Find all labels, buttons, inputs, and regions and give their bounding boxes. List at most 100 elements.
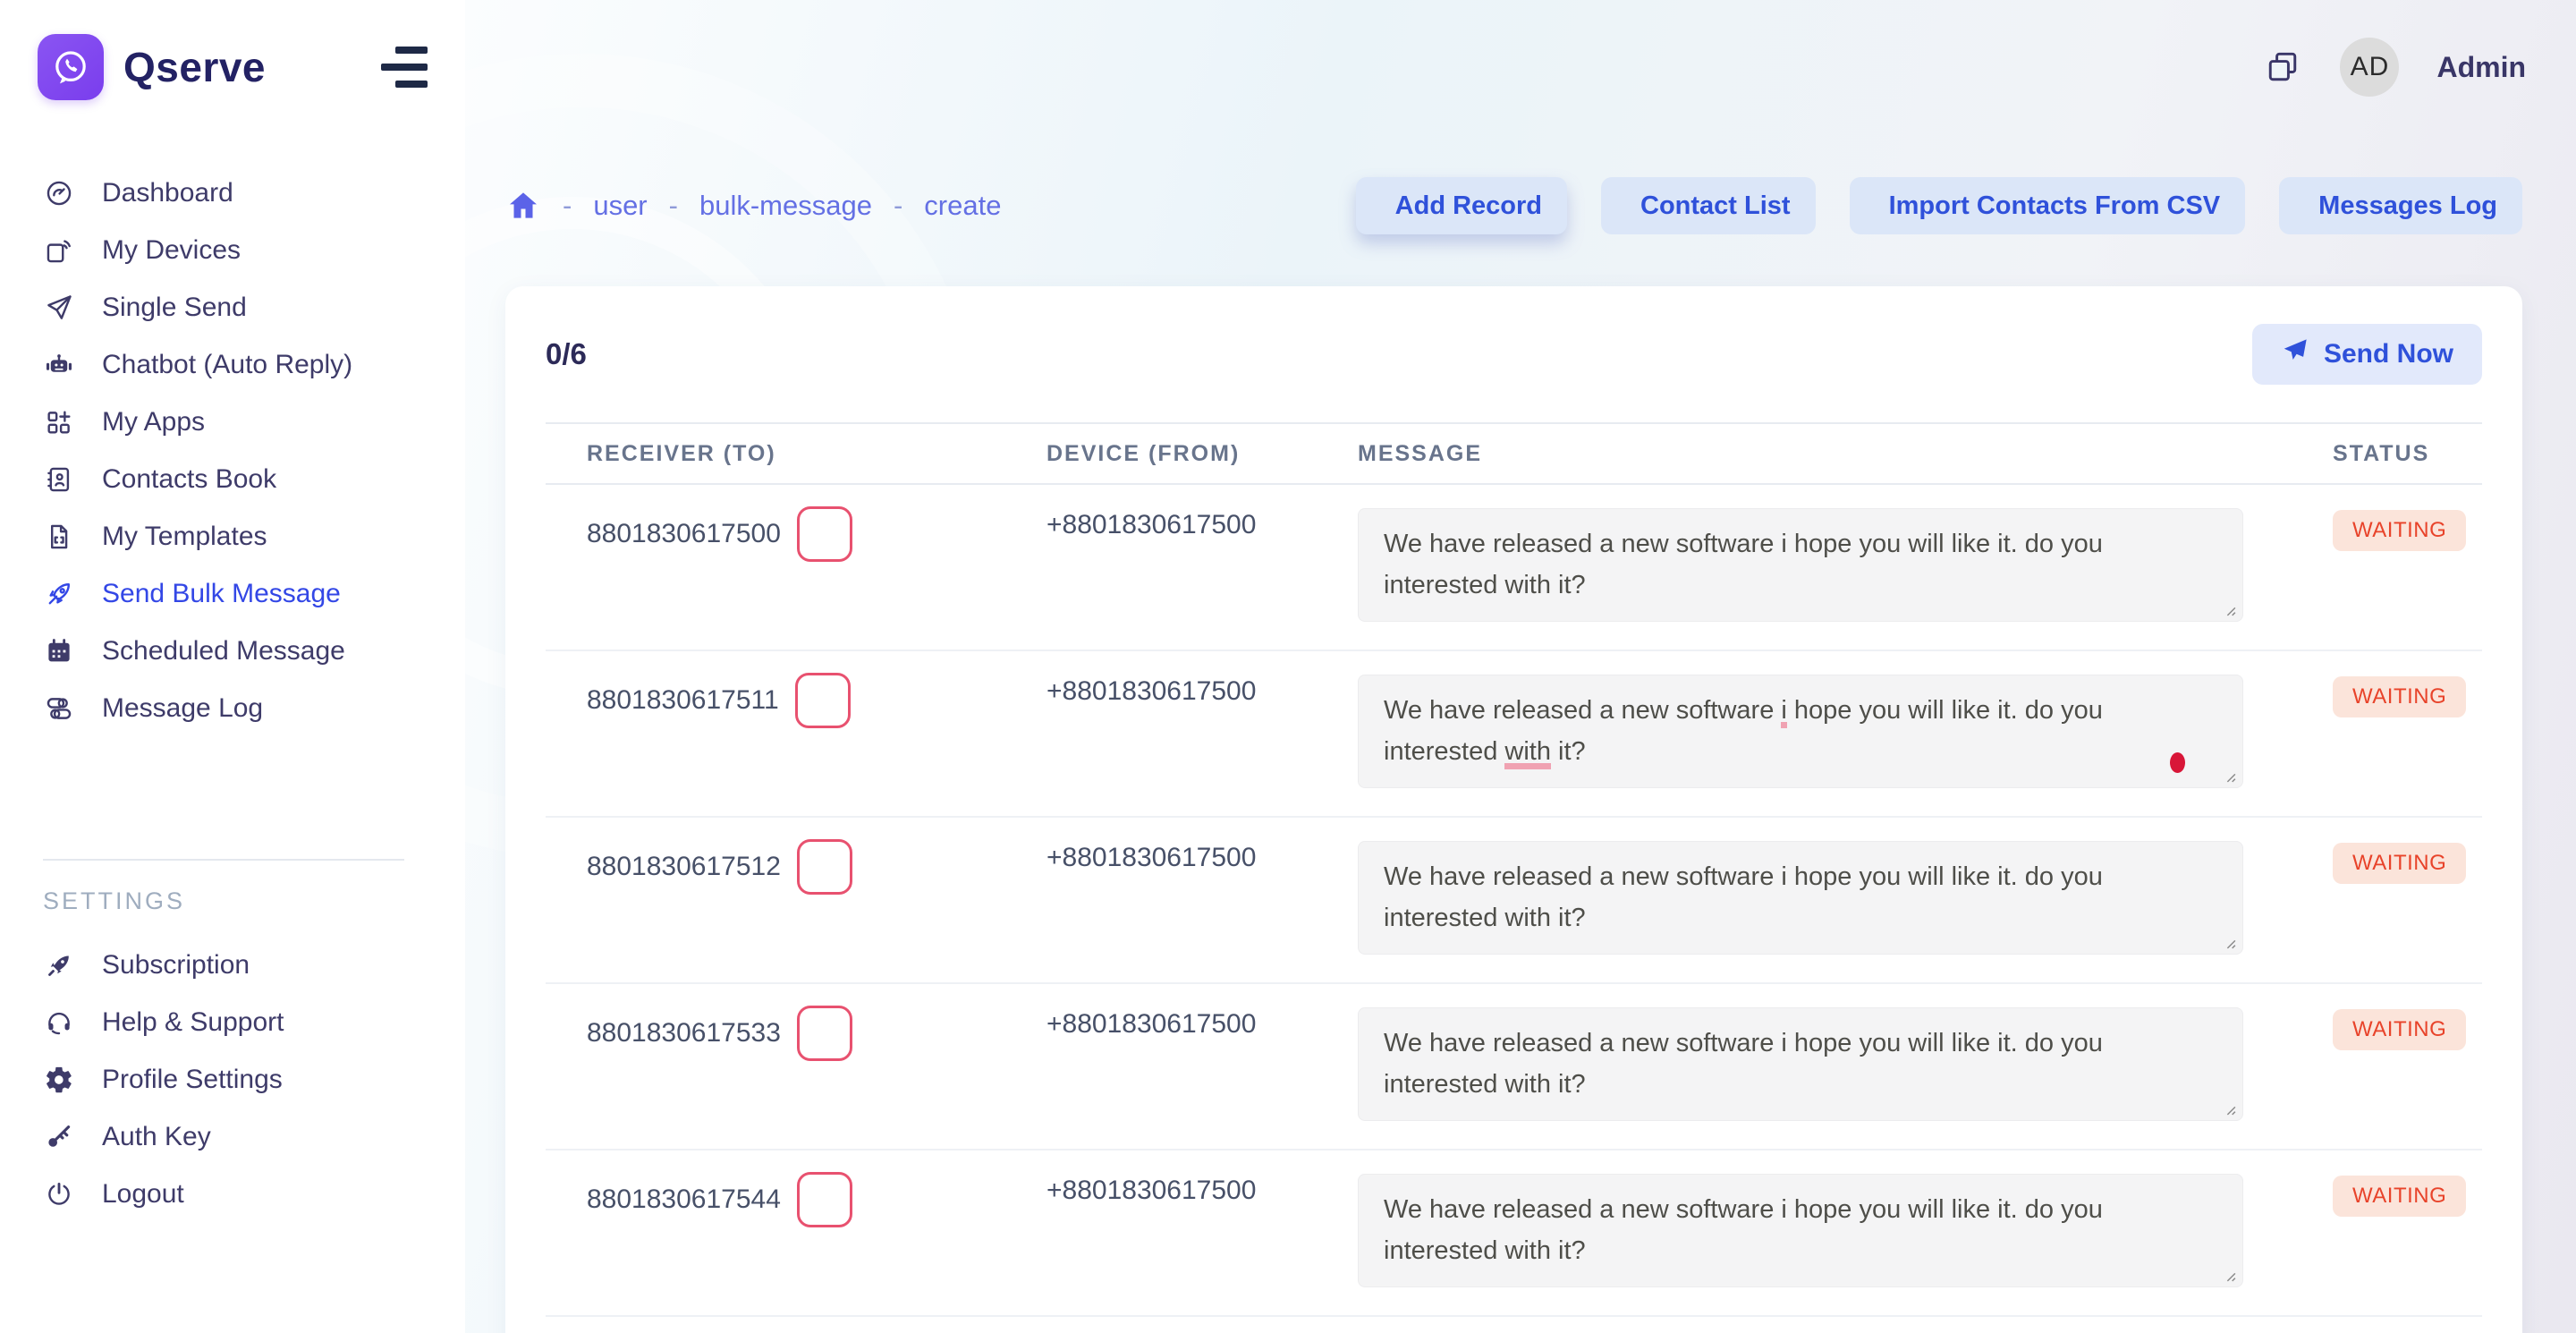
sidebar-item-contacts-book[interactable]: Contacts Book <box>43 451 447 508</box>
sidebar-item-single-send[interactable]: Single Send <box>43 279 447 336</box>
sidebar-item-label: My Templates <box>102 522 267 551</box>
home-icon[interactable] <box>505 188 541 224</box>
message-textarea[interactable]: We have released a new software i hope y… <box>1358 1174 2243 1287</box>
sidebar-item-label: My Devices <box>102 235 242 265</box>
template-doc-icon <box>43 521 75 553</box>
receiver-cell: 8801830617511 <box>546 666 1046 728</box>
breadcrumb-separator: - <box>668 190 678 221</box>
device-cell: +8801830617500 <box>1046 998 1358 1040</box>
sidebar-item-logout[interactable]: Logout <box>43 1166 447 1223</box>
delete-record-button[interactable] <box>796 1006 852 1061</box>
send-now-button[interactable]: Send Now <box>2251 324 2482 385</box>
resize-handle-icon <box>2222 935 2237 950</box>
sidebar-divider <box>43 859 404 861</box>
message-text: We have released a new software i hope y… <box>1384 862 2103 932</box>
sidebar-item-profile-settings[interactable]: Profile Settings <box>43 1051 447 1108</box>
contact-list-button[interactable]: Contact List <box>1601 177 1816 234</box>
receiver-number: 8801830617533 <box>587 1018 781 1048</box>
device-number: +8801830617500 <box>1046 676 1257 706</box>
sidebar-item-label: My Apps <box>102 407 206 437</box>
sidebar-item-label: Dashboard <box>102 178 233 208</box>
message-textarea[interactable]: We have released a new software i hope y… <box>1358 841 2243 955</box>
message-textarea[interactable]: We have released a new software i hope y… <box>1358 1007 2243 1121</box>
status-cell: WAITING <box>2326 666 2482 717</box>
message-cell: We have released a new software i hope y… <box>1358 998 2326 1121</box>
avatar[interactable]: AD <box>2340 38 2400 97</box>
message-textarea[interactable]: We have released a new software i hope y… <box>1358 508 2243 622</box>
card-header: 0/6 Send Now <box>546 286 2482 422</box>
sidebar-item-chatbot-auto-reply[interactable]: Chatbot (Auto Reply) <box>43 336 447 394</box>
status-cell: WAITING <box>2326 1165 2482 1217</box>
rocket-outline-icon <box>43 578 75 610</box>
sidebar-item-dashboard[interactable]: Dashboard <box>43 165 447 222</box>
table-row: 8801830617500 +8801830617500 We have relea… <box>546 485 2482 651</box>
sidebar-item-my-apps[interactable]: My Apps <box>43 394 447 451</box>
user-name[interactable]: Admin <box>2436 50 2526 83</box>
table-header-row: RECEIVER (TO) DEVICE (FROM) MESSAGE STATUS <box>546 422 2482 485</box>
sidebar: Qserve Dashboard My Devices Single Send Cha… <box>0 0 465 1333</box>
table-row: 8801830617512 +8801830617500 We have relea… <box>546 818 2482 984</box>
sidebar-item-label: Subscription <box>102 950 250 980</box>
device-cell: +8801830617500 <box>1046 666 1358 707</box>
receiver-number: 8801830617544 <box>587 1184 781 1214</box>
delete-record-button[interactable] <box>796 506 852 562</box>
status-badge: WAITING <box>2333 1009 2467 1050</box>
hamburger-menu-icon[interactable] <box>379 39 429 95</box>
message-textarea[interactable]: We have released a new software i hope y… <box>1358 675 2243 788</box>
breadcrumb-segment-create[interactable]: create <box>924 190 1002 221</box>
device-icon <box>43 234 75 267</box>
apps-grid-icon <box>43 406 75 438</box>
grammar-checker-dot <box>2170 752 2185 773</box>
sidebar-item-my-devices[interactable]: My Devices <box>43 222 447 279</box>
breadcrumb-segment-user[interactable]: user <box>593 190 648 221</box>
delete-record-button[interactable] <box>796 839 852 895</box>
status-cell: WAITING <box>2326 499 2482 551</box>
sidebar-item-my-templates[interactable]: My Templates <box>43 508 447 565</box>
breadcrumb-segment-bulk-message[interactable]: bulk-message <box>699 190 872 221</box>
sidebar-nav: Dashboard My Devices Single Send Chatbot (A… <box>0 134 465 1223</box>
receiver-cell: 8801830617500 <box>546 499 1046 562</box>
device-number: +8801830617500 <box>1046 1176 1257 1205</box>
breadcrumb-separator: - <box>563 190 572 221</box>
table-row: 8801830617511 +8801830617500 We have relea… <box>546 651 2482 818</box>
sidebar-item-send-bulk-message[interactable]: Send Bulk Message <box>43 565 447 623</box>
whatsapp-logo-icon <box>38 34 104 100</box>
sidebar-item-subscription[interactable]: Subscription <box>43 937 447 994</box>
sidebar-item-label: Help & Support <box>102 1007 284 1037</box>
gear-icon <box>43 1064 75 1096</box>
sidebar-item-label: Profile Settings <box>102 1065 283 1094</box>
sidebar-item-scheduled-message[interactable]: Scheduled Message <box>43 623 447 680</box>
delete-record-button[interactable] <box>794 673 851 728</box>
device-cell: +8801830617500 <box>1046 499 1358 540</box>
brand[interactable]: Qserve <box>38 34 266 100</box>
button-label: Messages Log <box>2318 191 2497 220</box>
brand-name: Qserve <box>123 44 267 90</box>
table-row: 8801830617544 +8801830617500 We have relea… <box>546 1150 2482 1317</box>
breadcrumb-separator: - <box>893 190 903 221</box>
sidebar-item-label: Single Send <box>102 293 247 322</box>
sidebar-item-message-log[interactable]: Message Log <box>43 680 447 737</box>
messages-log-button[interactable]: Messages Log <box>2279 177 2522 234</box>
sidebar-item-help-support[interactable]: Help & Support <box>43 994 447 1051</box>
column-header-message: MESSAGE <box>1358 440 1483 466</box>
paper-plane-filled-icon <box>2281 336 2309 372</box>
sidebar-nav-settings: Subscription Help & Support Profile Settin… <box>43 937 447 1223</box>
status-cell: WAITING <box>2326 832 2482 884</box>
delete-record-button[interactable] <box>796 1172 852 1227</box>
dashboard-icon <box>43 177 75 209</box>
main-area: AD Admin - user - bulk-message - create Add R… <box>465 0 2576 1333</box>
copy-icon[interactable] <box>2263 47 2302 87</box>
send-now-label: Send Now <box>2323 339 2453 369</box>
sidebar-item-label: Message Log <box>102 693 264 723</box>
import-contacts-from-csv-button[interactable]: csvImport Contacts From CSV <box>1849 177 2246 234</box>
message-cell: We have released a new software i hope y… <box>1358 832 2326 955</box>
breadcrumb: - user - bulk-message - create <box>505 188 1001 224</box>
device-number: +8801830617500 <box>1046 843 1257 872</box>
sidebar-item-label: Send Bulk Message <box>102 579 341 608</box>
status-badge: WAITING <box>2333 843 2467 884</box>
message-text: We have released a new software <box>1384 696 1782 725</box>
add-record-button[interactable]: Add Record <box>1355 177 1567 234</box>
sidebar-item-auth-key[interactable]: Auth Key <box>43 1108 447 1166</box>
status-badge: WAITING <box>2333 1176 2467 1217</box>
